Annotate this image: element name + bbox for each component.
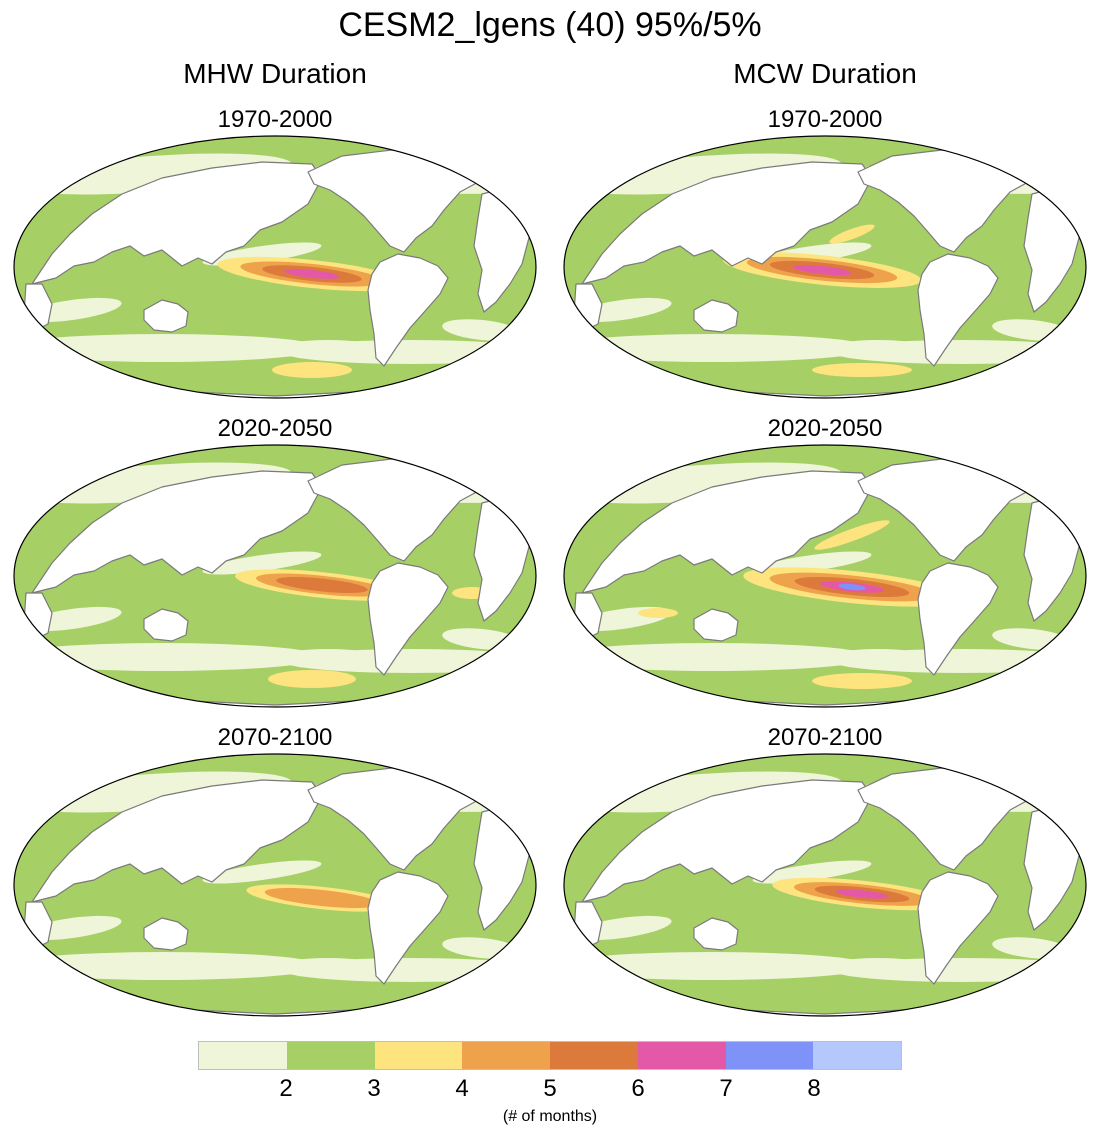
globe-outline — [563, 135, 1087, 399]
colorbar-tick-4: 4 — [455, 1075, 469, 1102]
duration-region — [828, 649, 928, 665]
duration-region — [564, 952, 872, 980]
duration-region — [14, 643, 322, 671]
figure-title: CESM2_lgens (40) 95%/5% — [338, 6, 762, 44]
duration-region — [14, 334, 322, 362]
land-mass — [693, 299, 739, 333]
map-mcw-1970-2000 — [563, 135, 1087, 399]
duration-region — [284, 269, 340, 279]
land-mass — [581, 779, 873, 903]
land-mass — [693, 917, 739, 951]
colorbar-tick-3: 3 — [367, 1075, 381, 1102]
duration-region — [276, 576, 368, 594]
duration-region — [202, 551, 322, 575]
column-title-mhw: MHW Duration — [183, 58, 367, 89]
land-mass — [367, 253, 449, 367]
duration-region — [278, 649, 378, 665]
ocean-field — [14, 445, 536, 707]
colorbar-swatch-7 — [725, 1042, 814, 1069]
colorbar-swatch-5 — [550, 1042, 638, 1069]
duration-region — [202, 860, 322, 884]
duration-region — [272, 362, 352, 378]
globe-outline — [13, 753, 537, 1017]
duration-region — [812, 673, 912, 689]
globe-outline — [13, 444, 537, 708]
colorbar — [198, 1041, 902, 1070]
land-mass — [143, 608, 189, 642]
land-mass — [917, 562, 999, 676]
colorbar-units: (# of months) — [502, 1108, 598, 1125]
globe-outline — [563, 444, 1087, 708]
colorbar-swatch-2 — [286, 1042, 375, 1069]
colorbar-tick-5: 5 — [543, 1075, 557, 1102]
duration-region — [828, 958, 928, 974]
land-mass — [917, 253, 999, 367]
colorbar-tick-2: 2 — [279, 1075, 293, 1102]
colorbar-tick-8: 8 — [807, 1075, 821, 1102]
duration-region — [828, 340, 928, 356]
colorbar-swatch-8 — [813, 1042, 901, 1069]
panel-title-mhw-1: 1970-2000 — [217, 106, 333, 133]
column-title-mcw: MCW Duration — [733, 58, 917, 89]
panel-title-mhw-2: 2020-2050 — [217, 415, 333, 442]
land-mass — [581, 470, 873, 594]
duration-region — [792, 264, 852, 276]
duration-region — [838, 583, 866, 591]
duration-region — [814, 520, 890, 550]
map-mcw-2070-2100 — [563, 753, 1087, 1017]
duration-region — [812, 363, 912, 377]
globe-outline — [563, 753, 1087, 1017]
duration-region — [564, 334, 872, 362]
duration-region — [268, 670, 356, 688]
land-mass — [693, 608, 739, 642]
duration-region — [829, 224, 875, 244]
panel-title-mcw-2: 2020-2050 — [767, 415, 883, 442]
land-mass — [581, 161, 873, 285]
land-mass — [367, 871, 449, 985]
map-mhw-1970-2000 — [13, 135, 537, 399]
duration-region — [564, 643, 872, 671]
land-mass — [143, 917, 189, 951]
land-mass — [31, 470, 323, 594]
colorbar-swatch-3 — [374, 1042, 463, 1069]
duration-region — [264, 888, 380, 908]
colorbar-swatch-1 — [199, 1042, 287, 1069]
duration-region — [652, 767, 672, 777]
colorbar-tick-6: 6 — [631, 1075, 645, 1102]
globe-outline — [13, 135, 537, 399]
map-mcw-2020-2050 — [563, 444, 1087, 708]
panel-title-mcw-3: 2070-2100 — [767, 724, 883, 751]
land-mass — [31, 161, 323, 285]
duration-region — [14, 952, 322, 980]
land-mass — [143, 299, 189, 333]
land-mass — [917, 871, 999, 985]
colorbar-swatch-6 — [637, 1042, 726, 1069]
duration-region — [752, 860, 872, 884]
ocean-field — [564, 445, 1086, 707]
colorbar-swatch-4 — [462, 1042, 550, 1069]
land-mass — [367, 562, 449, 676]
duration-region — [835, 889, 889, 899]
duration-region — [638, 608, 678, 618]
land-mass — [31, 779, 323, 903]
duration-region — [278, 340, 378, 356]
ocean-field — [14, 136, 536, 398]
map-mhw-2020-2050 — [13, 444, 537, 708]
duration-region — [278, 958, 378, 974]
ocean-field — [14, 754, 536, 1016]
colorbar-tick-7: 7 — [719, 1075, 733, 1102]
panel-title-mhw-3: 2070-2100 — [217, 724, 333, 751]
panel-title-mcw-1: 1970-2000 — [767, 106, 883, 133]
map-mhw-2070-2100 — [13, 753, 537, 1017]
